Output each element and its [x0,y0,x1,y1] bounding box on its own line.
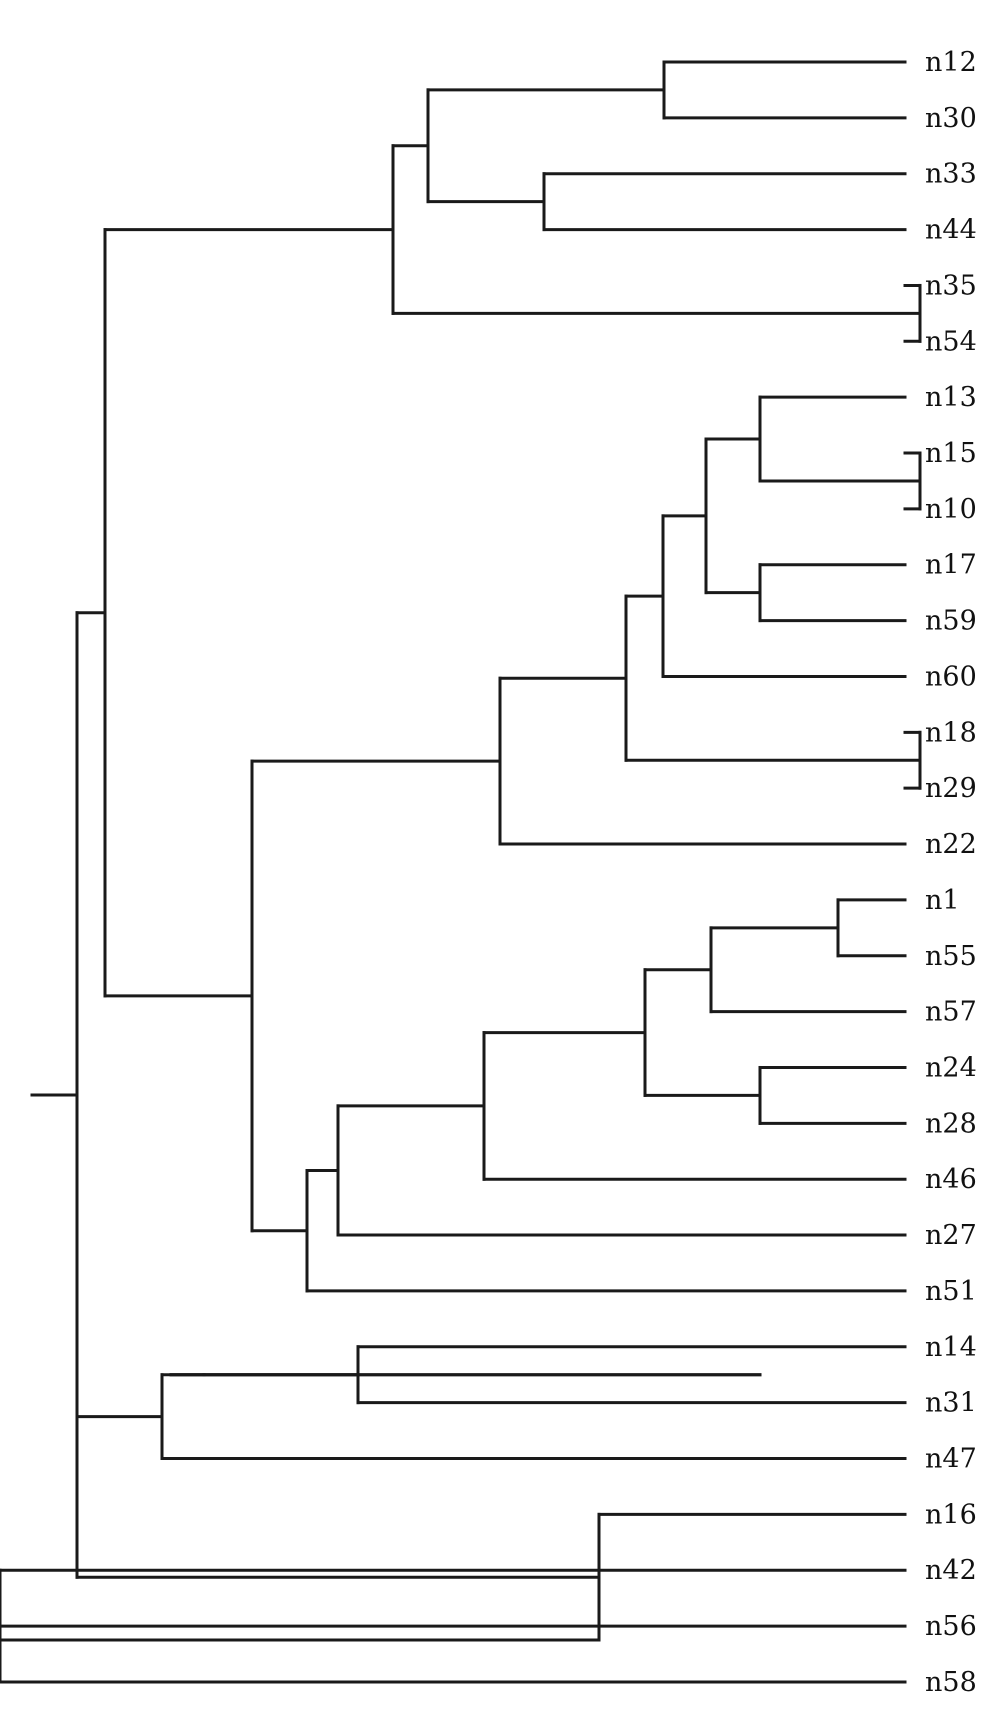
dendrogram-leaf-labels: n12 n30 n33 n44 n35 n54 n13 n15 n10 n17 … [925,47,977,1698]
leaf-label-n31: n31 [925,1388,977,1419]
leaf-label-n30: n30 [925,103,977,134]
leaf-label-n42: n42 [925,1555,977,1586]
leaf-label-n35: n35 [925,270,977,301]
leaf-label-n17: n17 [925,550,977,581]
leaf-label-n57: n57 [925,997,977,1028]
leaf-label-n55: n55 [925,941,977,972]
leaf-label-n15: n15 [925,438,977,469]
leaf-label-n47: n47 [925,1444,977,1475]
leaf-label-n12: n12 [925,47,977,78]
leaf-label-n54: n54 [925,326,977,357]
leaf-label-n10: n10 [925,494,977,525]
leaf-label-n16: n16 [925,1499,977,1530]
leaf-label-n51: n51 [925,1276,977,1307]
leaf-label-n56: n56 [925,1611,977,1642]
leaf-label-n59: n59 [925,606,977,637]
leaf-label-n14: n14 [925,1332,977,1363]
leaf-label-n29: n29 [925,773,977,804]
dendrogram-branches [0,60,922,1684]
leaf-label-n1: n1 [925,885,960,916]
leaf-label-n46: n46 [925,1164,977,1195]
leaf-label-n28: n28 [925,1108,977,1139]
leaf-label-n13: n13 [925,382,977,413]
leaf-label-n60: n60 [925,661,977,692]
leaf-label-n22: n22 [925,829,977,860]
leaf-label-n33: n33 [925,159,977,190]
leaf-label-n58: n58 [925,1667,977,1698]
leaf-label-n18: n18 [925,717,977,748]
leaf-label-n27: n27 [925,1220,977,1251]
leaf-label-n24: n24 [925,1052,977,1083]
leaf-label-n44: n44 [925,215,977,246]
